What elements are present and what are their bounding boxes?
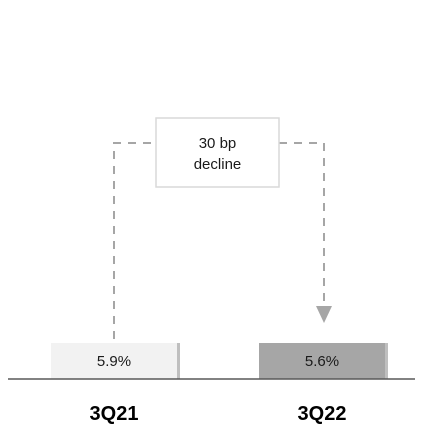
change-annotation: 30 bp decline (155, 117, 280, 188)
annotation-line-1: 30 bp (199, 135, 237, 152)
value-label-3q22: 5.6% (305, 353, 339, 370)
category-label-3q22: 3Q22 (298, 403, 347, 425)
arrow-head-icon (316, 306, 332, 323)
bar-3q21 (51, 343, 177, 379)
annotation-box (155, 117, 280, 188)
bar-3q22 (259, 343, 385, 379)
annotation-line-2: decline (194, 156, 242, 173)
bars-group: 5.9% 5.6% (51, 343, 388, 379)
connector-left-segment (113, 142, 156, 339)
change-connector (113, 142, 332, 339)
category-label-3q21: 3Q21 (90, 403, 139, 425)
value-label-3q21: 5.9% (97, 353, 131, 370)
connector-right-segment (279, 142, 325, 306)
